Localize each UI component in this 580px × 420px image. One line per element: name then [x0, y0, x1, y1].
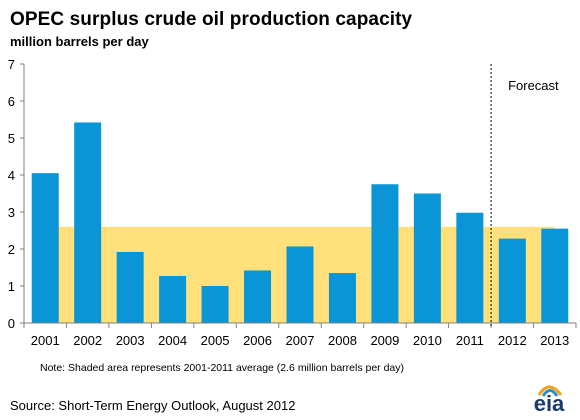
- forecast-label: Forecast: [508, 78, 559, 93]
- bar-2009: [371, 184, 399, 323]
- x-tick-label-2013: 2013: [540, 333, 569, 348]
- bar-2004: [159, 276, 187, 323]
- bar-2005: [201, 286, 229, 323]
- chart-subtitle: million barrels per day: [10, 34, 149, 49]
- y-tick-label-0: 0: [8, 316, 15, 331]
- x-tick-label-2004: 2004: [158, 333, 187, 348]
- bar-2012: [498, 238, 526, 323]
- bar-2011: [456, 212, 484, 323]
- y-tick-label-2: 2: [8, 242, 15, 257]
- y-tick-label-4: 4: [8, 168, 15, 183]
- x-tick-label-2002: 2002: [73, 333, 102, 348]
- chart-title: OPEC surplus crude oil production capaci…: [10, 9, 413, 30]
- x-tick-label-2007: 2007: [286, 333, 315, 348]
- y-tick-label-6: 6: [8, 94, 15, 109]
- bar-2007: [286, 246, 314, 323]
- x-tick-label-2003: 2003: [116, 333, 145, 348]
- x-tick-label-2011: 2011: [456, 333, 484, 348]
- bar-2013: [541, 228, 569, 323]
- bar-2001: [31, 173, 59, 323]
- eia-logo-text: eia: [533, 391, 565, 416]
- x-tick-label-2009: 2009: [370, 333, 399, 348]
- x-tick-label-2012: 2012: [498, 333, 527, 348]
- x-tick-label-2010: 2010: [413, 333, 442, 348]
- y-tick-label-7: 7: [8, 57, 15, 72]
- x-tick-label-2008: 2008: [328, 333, 357, 348]
- eia-logo-flame-icon: [537, 385, 563, 397]
- chart-source: Source: Short-Term Energy Outlook, Augus…: [10, 398, 296, 413]
- bar-2003: [116, 251, 144, 323]
- chart-note: Note: Shaded area represents 2001-2011 a…: [40, 362, 405, 374]
- y-tick-label-1: 1: [8, 279, 15, 294]
- y-tick-label-3: 3: [8, 205, 15, 220]
- bar-2006: [244, 270, 272, 323]
- y-tick-label-5: 5: [8, 131, 15, 146]
- x-tick-label-2006: 2006: [243, 333, 272, 348]
- bar-2002: [74, 122, 102, 324]
- x-tick-label-2001: 2001: [31, 333, 60, 348]
- bar-2008: [328, 273, 356, 323]
- bar-2010: [413, 193, 441, 323]
- x-tick-label-2005: 2005: [201, 333, 230, 348]
- eia-logo: eia: [527, 379, 571, 415]
